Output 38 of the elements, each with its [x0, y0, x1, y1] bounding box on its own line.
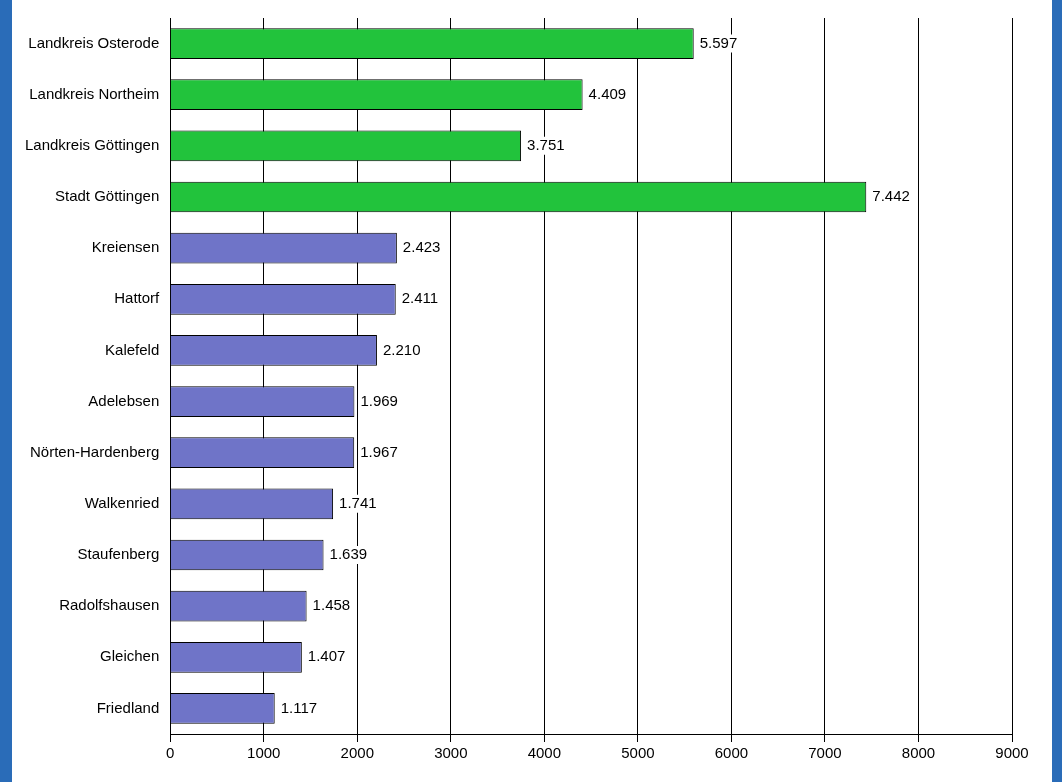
x-tick-label: 8000: [901, 744, 936, 762]
data-label: 2.210: [382, 340, 421, 358]
y-tick-label: Adelebsen: [88, 391, 160, 409]
y-tick-label: Landkreis Osterode: [28, 33, 160, 51]
data-label: 3.751: [527, 136, 565, 153]
x-tick-label: 7000: [808, 744, 842, 762]
data-label: 1.967: [360, 442, 398, 460]
x-tick-label: 0: [166, 744, 175, 762]
data-label: 1.969: [360, 391, 398, 409]
data-label: 5.597: [699, 33, 738, 51]
x-tick-label: 9000: [995, 744, 1029, 762]
data-label: 7.442: [872, 187, 910, 205]
y-tick-label: Landkreis Göttingen: [24, 136, 160, 153]
y-tick-label: Gleichen: [100, 647, 160, 665]
x-tick-label: 6000: [714, 744, 749, 762]
x-tick-label: 2000: [340, 744, 374, 762]
x-tick-label: 1000: [247, 744, 281, 762]
y-tick-label: Stadt Göttingen: [55, 187, 160, 205]
data-label: 4.409: [588, 84, 627, 102]
x-tick-label: 3000: [434, 744, 468, 762]
data-label: 2.423: [402, 238, 441, 256]
x-tick-label: 4000: [527, 744, 562, 762]
y-tick-label: Radolfshausen: [59, 596, 160, 614]
y-tick-label: Nörten-Hardenberg: [30, 442, 160, 460]
data-label: 1.741: [339, 494, 377, 511]
y-tick-label: Staufenberg: [77, 545, 160, 563]
y-tick-label: Hattorf: [114, 289, 161, 307]
data-label: 1.458: [312, 596, 351, 614]
y-tick-label: Landkreis Northeim: [29, 84, 160, 102]
data-label: 1.117: [280, 698, 318, 716]
y-tick-label: Walkenried: [84, 494, 160, 511]
data-label: 1.639: [329, 545, 368, 563]
data-label: 1.407: [307, 647, 346, 665]
x-tick-label: 5000: [621, 744, 655, 762]
y-tick-label: Kreiensen: [91, 238, 160, 256]
data-label: 2.411: [401, 289, 439, 307]
y-tick-label: Kalefeld: [105, 340, 160, 358]
y-tick-label: Friedland: [96, 698, 160, 716]
